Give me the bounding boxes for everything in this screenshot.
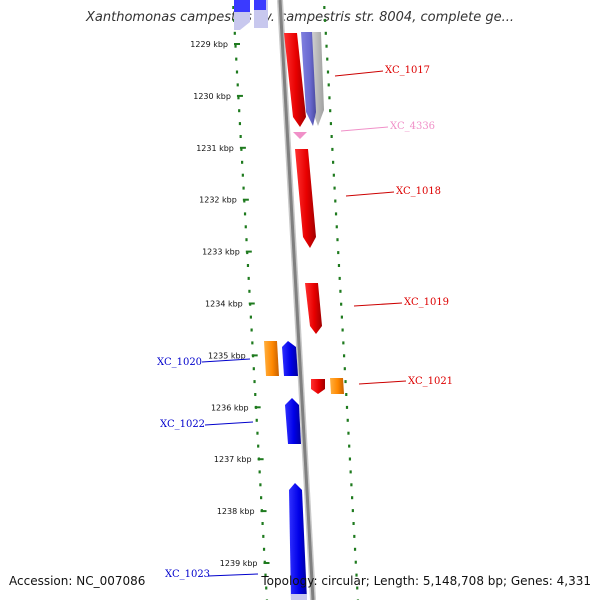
gene-xc-1017[interactable] <box>284 33 306 127</box>
topology-summary: Topology: circular; Length: 5,148,708 bp… <box>261 574 591 588</box>
gene-features <box>234 0 344 600</box>
gene-xc-1023[interactable] <box>289 483 307 600</box>
accession-text: Accession: NC_007086 <box>9 574 146 588</box>
kbp-tick-label: 1237 kbp <box>214 455 252 464</box>
kbp-tick-label: 1231 kbp <box>196 144 234 153</box>
gene-xc-4336[interactable] <box>293 132 307 139</box>
scale-ticks: 1229 kbp 1230 kbp 1231 kbp 1232 kbp 1233 kbp… <box>190 40 270 568</box>
gene-xc-1019[interactable] <box>305 283 322 334</box>
gene-label[interactable]: XC_1019 <box>404 297 449 308</box>
gene-label[interactable]: XC_1017 <box>385 65 430 76</box>
kbp-tick-label: 1235 kbp <box>208 351 246 360</box>
kbp-tick-label: 1238 kbp <box>217 507 255 516</box>
gene-label[interactable]: XC_1023 <box>165 569 210 580</box>
gene-xc-1021[interactable] <box>311 378 344 394</box>
kbp-tick-label: 1230 kbp <box>193 92 231 101</box>
gene-label[interactable]: XC_1022 <box>160 419 205 430</box>
gene-xc-1020[interactable] <box>264 341 298 376</box>
kbp-tick-label: 1234 kbp <box>205 300 243 309</box>
gene-label[interactable]: XC_1021 <box>408 376 453 387</box>
gene-labels: XC_1017 XC_4336 XC_1018 XC_1019 XC_1020 … <box>157 65 453 580</box>
gene-label[interactable]: XC_1020 <box>157 357 202 368</box>
gene-label[interactable]: XC_1018 <box>396 186 441 197</box>
kbp-tick-label: 1232 kbp <box>199 196 237 205</box>
genome-backbone <box>277 0 316 600</box>
gene-xc-1018[interactable] <box>295 149 316 248</box>
map-title: Xanthomonas campestris pv. campestris st… <box>86 10 514 25</box>
gene-feature-lavender[interactable] <box>301 32 324 126</box>
kbp-tick-label: 1233 kbp <box>202 248 240 257</box>
gene-partial-top[interactable] <box>234 0 268 30</box>
gene-xc-1022[interactable] <box>285 398 301 444</box>
kbp-tick-label: 1239 kbp <box>220 559 258 568</box>
gene-label[interactable]: XC_4336 <box>390 121 435 132</box>
kbp-tick-label: 1229 kbp <box>190 40 228 49</box>
label-leaders <box>201 70 407 577</box>
kbp-tick-label: 1236 kbp <box>211 403 249 412</box>
